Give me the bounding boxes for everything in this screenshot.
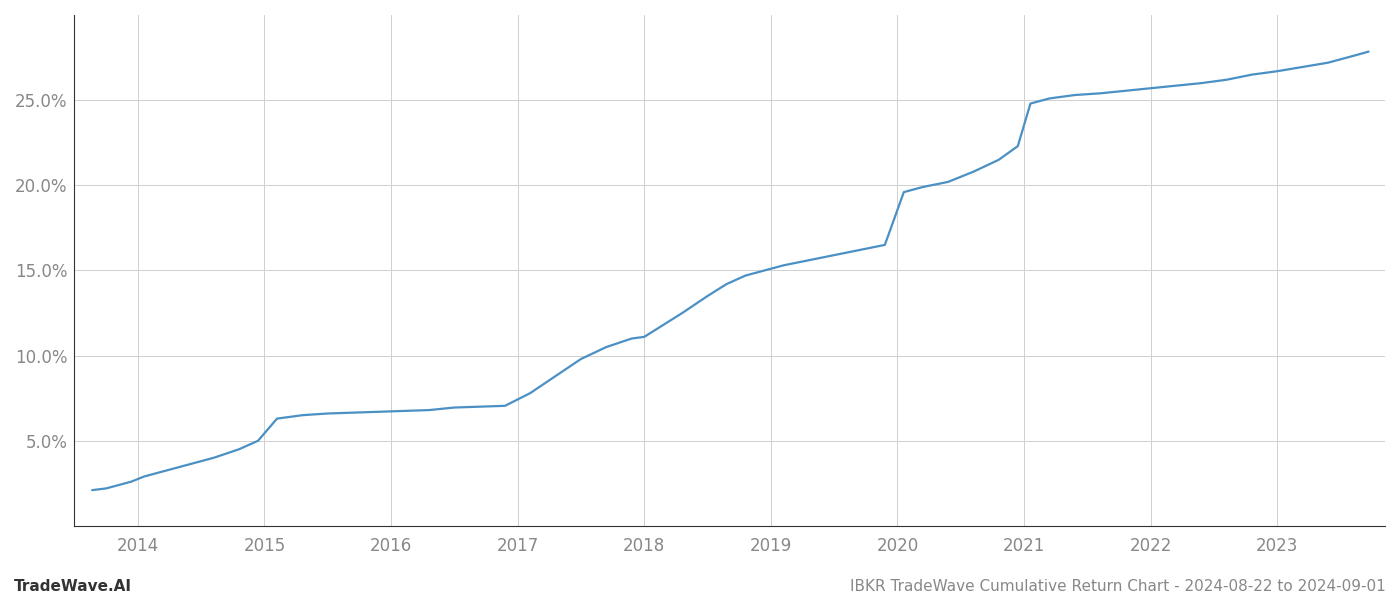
Text: TradeWave.AI: TradeWave.AI <box>14 579 132 594</box>
Text: IBKR TradeWave Cumulative Return Chart - 2024-08-22 to 2024-09-01: IBKR TradeWave Cumulative Return Chart -… <box>850 579 1386 594</box>
